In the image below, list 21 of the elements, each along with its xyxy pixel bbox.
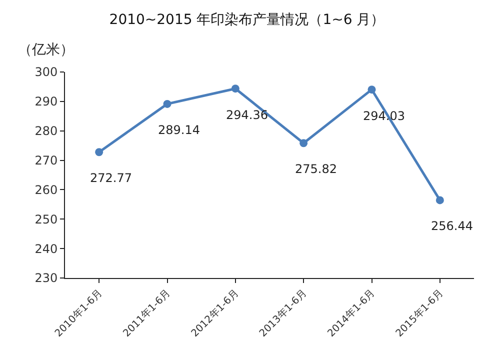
point <box>95 148 104 156</box>
point <box>300 139 308 148</box>
y-axis-title: （亿米） <box>18 42 74 58</box>
point <box>368 86 376 94</box>
chart-title: 2010~2015 年印染布产量情况（1~6 月） <box>109 12 385 28</box>
y-tick-label: 230 <box>34 271 58 286</box>
y-tick-label: 300 <box>34 65 58 80</box>
y-tick-label: 240 <box>34 242 58 256</box>
data-label: 275.82 <box>295 162 337 176</box>
y-tick-label: 250 <box>34 212 58 226</box>
y-tick-label: 280 <box>34 124 58 138</box>
point <box>163 100 172 108</box>
y-tick-label: 290 <box>34 94 58 109</box>
y-tick-label: 270 <box>34 153 58 168</box>
data-label: 256.44 <box>431 219 473 233</box>
data-label: 272.77 <box>90 171 132 185</box>
point <box>436 196 444 204</box>
y-tick-label: 260 <box>34 182 58 197</box>
data-label: 289.14 <box>158 123 200 137</box>
data-label: 294.36 <box>226 108 268 122</box>
point <box>231 84 240 93</box>
